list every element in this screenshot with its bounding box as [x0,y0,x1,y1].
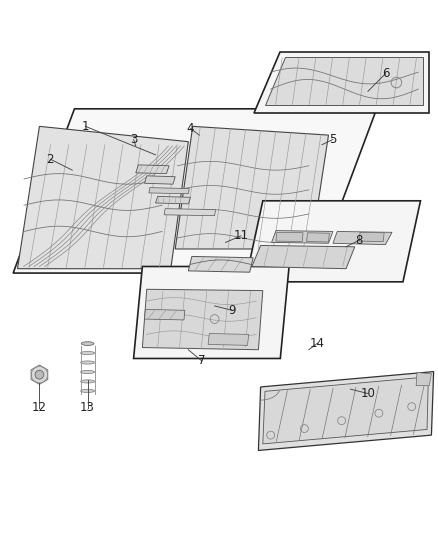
Polygon shape [31,365,48,384]
Polygon shape [149,188,189,194]
Polygon shape [254,52,429,113]
Ellipse shape [81,389,95,392]
Polygon shape [245,201,420,282]
Polygon shape [134,266,289,359]
Text: 13: 13 [80,401,95,414]
Text: 10: 10 [360,387,375,400]
Polygon shape [13,109,377,273]
Polygon shape [145,176,175,184]
Ellipse shape [81,380,95,383]
Polygon shape [265,57,423,106]
Polygon shape [208,334,249,345]
Text: 5: 5 [329,133,336,146]
Polygon shape [136,165,169,174]
Polygon shape [258,372,434,450]
Text: 1: 1 [81,120,89,133]
Text: 4: 4 [187,122,194,135]
Ellipse shape [81,370,95,374]
Text: 12: 12 [32,401,47,414]
Polygon shape [252,246,355,269]
Text: 9: 9 [228,304,236,317]
Text: 11: 11 [233,229,248,243]
Polygon shape [359,232,384,241]
Ellipse shape [81,342,94,345]
Polygon shape [416,373,431,386]
Polygon shape [155,197,191,204]
Text: 2: 2 [46,152,54,166]
Polygon shape [142,289,263,350]
Polygon shape [333,231,392,245]
Circle shape [35,370,44,379]
Text: 7: 7 [198,354,205,367]
Ellipse shape [81,361,95,364]
Polygon shape [263,377,428,444]
Polygon shape [145,310,185,320]
Polygon shape [175,126,328,249]
Polygon shape [18,126,188,269]
Text: 8: 8 [356,233,363,247]
Polygon shape [188,256,253,272]
Text: 6: 6 [381,67,389,80]
Ellipse shape [81,351,95,354]
Polygon shape [307,233,329,242]
Text: 14: 14 [310,337,325,350]
Polygon shape [272,231,333,243]
Polygon shape [276,232,303,241]
Polygon shape [164,209,215,216]
Text: 3: 3 [130,133,137,146]
